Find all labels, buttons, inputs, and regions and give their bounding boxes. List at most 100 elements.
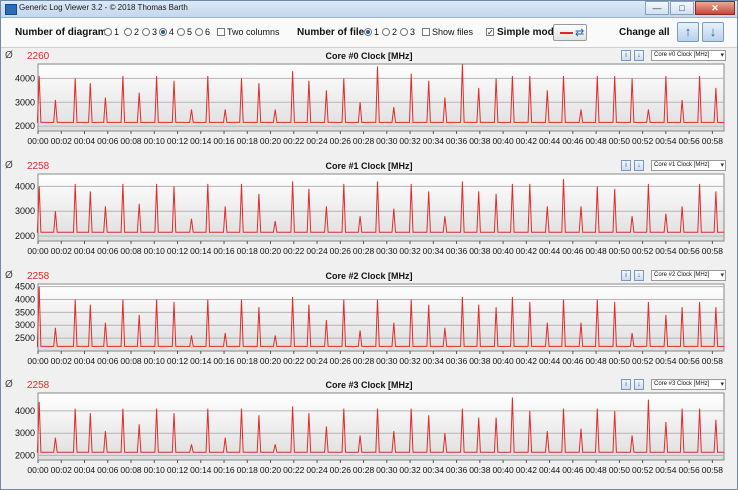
diagrams-radio-label: 6 <box>205 27 211 37</box>
plot-area <box>37 283 725 352</box>
x-tick-label: 00:14 <box>190 356 212 366</box>
average-value: 2260 <box>27 51 50 62</box>
x-tick-label: 00:26 <box>330 246 352 256</box>
simple-mode-checkbox[interactable]: ✓ <box>486 28 494 37</box>
x-tick-label: 00:46 <box>562 136 584 146</box>
x-tick-label: 00:32 <box>399 246 421 256</box>
y-tick-label: 4500 <box>15 282 35 292</box>
x-tick-label: 00:20 <box>260 246 282 256</box>
diagrams-radio-label: 3 <box>152 27 158 37</box>
info-icon[interactable]: i <box>621 160 631 171</box>
files-radio-1[interactable] <box>364 28 372 36</box>
swap-color-button[interactable]: ⇄ <box>553 24 587 41</box>
chart-title: Core #0 Clock [MHz] <box>325 51 413 61</box>
average-icon: Ø <box>5 160 13 171</box>
arrow-down-button[interactable]: ↓ <box>702 22 724 42</box>
channel-select[interactable]: Core #3 Clock [MHz] <box>651 379 726 390</box>
maximize-button[interactable]: □ <box>670 1 694 15</box>
x-tick-label: 00:46 <box>562 246 584 256</box>
diagrams-radio-2[interactable] <box>124 28 132 36</box>
x-tick-label: 00:46 <box>562 356 584 366</box>
x-tick-label: 00:28 <box>353 136 375 146</box>
x-tick-label: 00:52 <box>632 136 654 146</box>
x-tick-label: 00:42 <box>516 246 538 256</box>
files-radio-2[interactable] <box>382 28 390 36</box>
show-files-checkbox[interactable] <box>422 28 430 36</box>
arrow-up-button[interactable]: ↑ <box>677 22 699 42</box>
close-button[interactable]: ✕ <box>695 1 735 15</box>
x-tick-label: 00:08 <box>120 246 142 256</box>
diagrams-radio-label: 1 <box>114 27 120 37</box>
x-tick-label: 00:00 <box>27 136 49 146</box>
x-tick-label: 00:12 <box>167 465 189 475</box>
x-tick-label: 00:08 <box>120 465 142 475</box>
diagrams-radio-1[interactable] <box>104 28 112 36</box>
plot-area <box>37 63 725 132</box>
download-icon[interactable]: ↓ <box>634 379 644 390</box>
x-tick-label: 00:22 <box>283 246 305 256</box>
x-tick-label: 00:56 <box>678 465 700 475</box>
show-files-label: Show files <box>432 27 474 37</box>
y-tick-label: 2500 <box>15 333 35 343</box>
x-tick-label: 00:32 <box>399 136 421 146</box>
x-tick-label: 00:44 <box>539 136 561 146</box>
x-tick-label: 00:12 <box>167 136 189 146</box>
info-icon[interactable]: i <box>621 379 631 390</box>
arrow-up-icon: ↑ <box>684 24 692 39</box>
x-tick-label: 00:38 <box>469 356 491 366</box>
x-tick-label: 00:22 <box>283 356 305 366</box>
info-icon[interactable]: i <box>621 50 631 61</box>
diagrams-radio-4[interactable] <box>159 28 167 36</box>
x-tick-label: 00:34 <box>423 246 445 256</box>
change-all-label: Change all <box>619 27 670 38</box>
series-line <box>36 286 724 347</box>
x-tick-label: 00:52 <box>632 356 654 366</box>
x-tick-label: 00:14 <box>190 136 212 146</box>
x-tick-label: 00:44 <box>539 356 561 366</box>
x-tick-label: 00:32 <box>399 465 421 475</box>
diagrams-radio-5[interactable] <box>177 28 185 36</box>
x-tick-label: 00:02 <box>51 465 73 475</box>
x-tick-label: 00:24 <box>306 465 328 475</box>
channel-select[interactable]: Core #0 Clock [MHz] <box>651 50 726 61</box>
diagrams-radio-3[interactable] <box>142 28 150 36</box>
info-icon[interactable]: i <box>621 270 631 281</box>
minimize-button[interactable]: — <box>645 1 669 15</box>
window-title: Generic Log Viewer 3.2 - © 2018 Thomas B… <box>19 3 188 12</box>
channel-select[interactable]: Core #2 Clock [MHz] <box>651 270 726 281</box>
x-tick-label: 00:04 <box>74 465 96 475</box>
x-tick-label: 00:42 <box>516 136 538 146</box>
x-tick-label: 00:12 <box>167 356 189 366</box>
x-tick-label: 00:34 <box>423 465 445 475</box>
channel-select[interactable]: Core #1 Clock [MHz] <box>651 160 726 171</box>
y-tick-label: 2000 <box>15 121 35 131</box>
x-tick-label: 00:36 <box>446 356 468 366</box>
x-tick-label: 00:36 <box>446 465 468 475</box>
x-tick-label: 00:48 <box>585 465 607 475</box>
x-tick-label: 00:06 <box>97 136 119 146</box>
x-tick-label: 00:28 <box>353 465 375 475</box>
x-tick-label: 00:16 <box>213 465 235 475</box>
chart-title: Core #2 Clock [MHz] <box>325 271 413 281</box>
x-tick-label: 00:44 <box>539 246 561 256</box>
download-icon[interactable]: ↓ <box>634 270 644 281</box>
two-columns-checkbox[interactable] <box>217 28 225 36</box>
x-tick-label: 00:16 <box>213 246 235 256</box>
download-icon[interactable]: ↓ <box>634 50 644 61</box>
x-tick-label: 00:36 <box>446 246 468 256</box>
app-icon <box>5 4 17 15</box>
x-tick-label: 00:44 <box>539 465 561 475</box>
swap-icon: ⇄ <box>575 27 585 39</box>
toolbar: Number of diagrams 1 2 3 4 5 6 Two colum… <box>1 18 737 48</box>
x-tick-label: 00:10 <box>144 356 166 366</box>
x-tick-label: 00:28 <box>353 356 375 366</box>
x-tick-label: 00:40 <box>492 136 514 146</box>
diagrams-radio-6[interactable] <box>195 28 203 36</box>
y-tick-label: 4000 <box>15 294 35 304</box>
files-radio-3[interactable] <box>400 28 408 36</box>
x-tick-label: 00:32 <box>399 356 421 366</box>
line-chart: 2500 3000 3500 4000 4500 00:00 00:02 00:04 00:06… <box>15 282 725 366</box>
title-bar: Generic Log Viewer 3.2 - © 2018 Thomas B… <box>1 1 737 18</box>
download-icon[interactable]: ↓ <box>634 160 644 171</box>
x-tick-label: 00:38 <box>469 465 491 475</box>
